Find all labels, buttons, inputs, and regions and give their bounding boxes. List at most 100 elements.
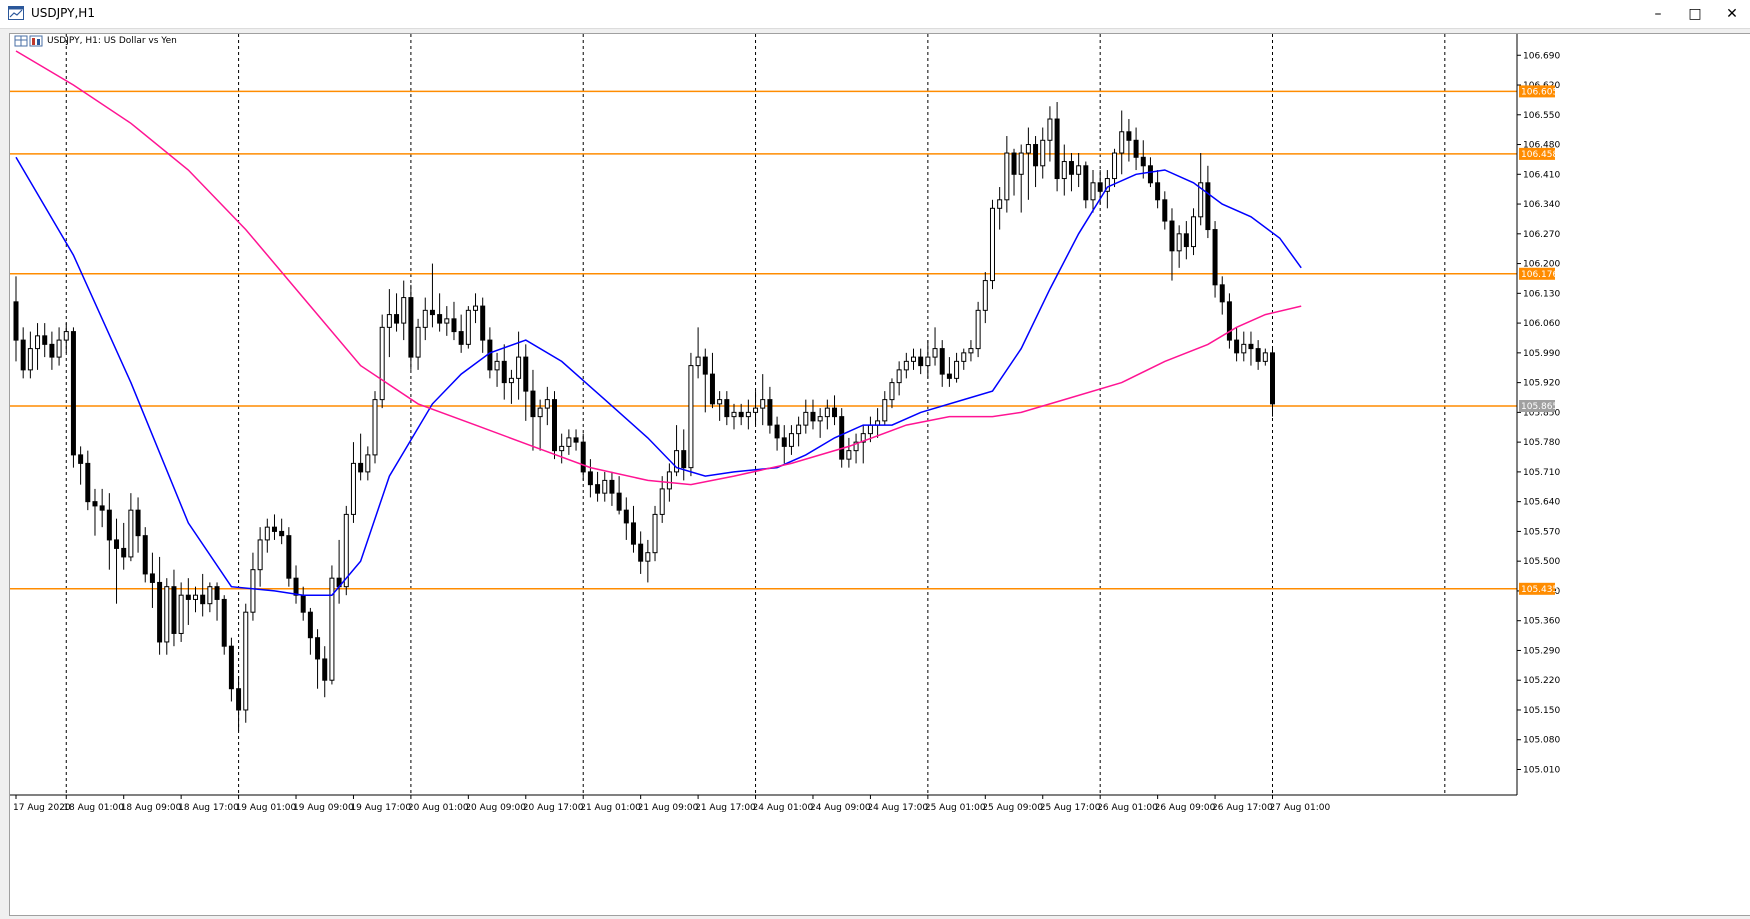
candle-body — [1219, 284, 1225, 303]
candle-body — [63, 331, 69, 341]
price-tag-background — [1519, 85, 1555, 98]
price-tick-label: 106.410 — [1523, 170, 1560, 180]
candle-body — [867, 424, 873, 435]
candle-body — [803, 411, 809, 426]
candle-body — [236, 688, 242, 711]
time-tick-label: 20 Aug 09:00 — [465, 803, 526, 813]
candle-body — [1212, 229, 1218, 286]
maximize-button[interactable]: □ — [1688, 6, 1702, 22]
candle-body — [896, 369, 902, 384]
candle-body — [839, 416, 845, 460]
candle-body — [1112, 152, 1118, 180]
candle-body — [480, 305, 486, 341]
candle-body — [616, 492, 622, 511]
candle-body — [544, 399, 550, 409]
candle-body — [688, 365, 694, 469]
candle-body — [1140, 156, 1146, 167]
candle-body — [566, 437, 572, 447]
price-tick-label: 105.080 — [1523, 736, 1560, 746]
chart-frame[interactable]: USDJPY, H1: US Dollar vs Yen 106.690 106.… — [9, 33, 1750, 916]
candle-body — [537, 407, 543, 418]
close-button[interactable]: ✕ — [1726, 6, 1738, 22]
candle-body — [128, 509, 134, 558]
price-tag-label: 106.176 — [1521, 270, 1558, 280]
candle-body — [228, 645, 234, 690]
candle-body — [307, 611, 313, 639]
time-tick-label: 25 Aug 09:00 — [982, 803, 1043, 813]
time-tick-label: 26 Aug 17:00 — [1212, 803, 1273, 813]
candle-body — [1076, 165, 1082, 175]
candle-body — [724, 399, 730, 418]
price-tag-background — [1519, 267, 1555, 280]
candle-body — [559, 445, 565, 452]
moving-average-line — [15, 50, 1302, 486]
candle-body — [1004, 152, 1010, 201]
candle-body — [92, 501, 98, 507]
candle-body — [580, 441, 586, 473]
candle-body — [810, 411, 816, 422]
candle-body — [501, 360, 507, 384]
candle-body — [1255, 348, 1261, 362]
price-tick-label: 105.780 — [1523, 438, 1560, 448]
window-titlebar: USDJPY,H1 – □ ✕ — [0, 0, 1750, 29]
price-tag-background — [1519, 147, 1555, 160]
candle-body — [343, 513, 349, 588]
minimize-button[interactable]: – — [1654, 6, 1662, 22]
candle-body — [1162, 199, 1168, 222]
time-tick-label: 25 Aug 01:00 — [925, 803, 986, 813]
candle-body — [1226, 301, 1232, 341]
price-tick-label: 105.990 — [1523, 349, 1560, 359]
candle-body — [473, 305, 479, 311]
candle-body — [573, 437, 579, 443]
candle-body — [1198, 182, 1204, 218]
price-chart[interactable]: USDJPY, H1: US Dollar vs Yen 106.690 106.… — [10, 34, 1750, 915]
price-tick-label: 105.360 — [1523, 617, 1560, 627]
candle-body — [365, 454, 371, 473]
candle-body — [257, 539, 263, 571]
candle-body — [1147, 165, 1153, 184]
candle-body — [932, 348, 938, 358]
price-tick-label: 106.340 — [1523, 200, 1560, 210]
candle-body — [630, 522, 636, 545]
candle-body — [70, 331, 76, 456]
price-tag-label: 106.458 — [1521, 150, 1558, 160]
candle-body — [422, 309, 428, 328]
time-tick-label: 19 Aug 17:00 — [350, 803, 411, 813]
candle-body — [817, 416, 823, 422]
candle-body — [1061, 161, 1067, 180]
price-tag-label: 105.865 — [1521, 402, 1558, 412]
candle-body — [516, 356, 522, 379]
time-tick-label: 17 Aug 2020 — [13, 803, 71, 813]
candle-body — [982, 280, 988, 311]
candle-body — [1234, 339, 1240, 354]
candle-body — [27, 348, 33, 371]
time-tick-label: 25 Aug 17:00 — [1040, 803, 1101, 813]
candle-body — [609, 479, 615, 494]
candle-body — [99, 505, 105, 511]
price-tick-label: 105.500 — [1523, 557, 1560, 567]
candle-body — [889, 382, 895, 401]
candle-body — [530, 390, 536, 418]
candle-body — [437, 314, 443, 324]
time-tick-label: 24 Aug 17:00 — [867, 803, 928, 813]
price-tick-label: 105.640 — [1523, 498, 1560, 508]
candle-body — [1033, 144, 1039, 167]
candle-body — [824, 407, 830, 418]
chart-header-icons — [14, 35, 43, 47]
candle-body — [961, 352, 967, 362]
candle-body — [1270, 352, 1275, 405]
price-tick-label: 105.850 — [1523, 408, 1560, 418]
time-tick-label: 21 Aug 17:00 — [695, 803, 756, 813]
candle-body — [214, 586, 220, 600]
candle-body — [681, 450, 687, 469]
candle-body — [279, 530, 285, 537]
candle-body — [42, 335, 48, 345]
candle-body — [1169, 220, 1175, 252]
candle-body — [1083, 165, 1089, 201]
candle-body — [114, 539, 120, 549]
candle-body — [946, 373, 952, 379]
candle-body — [925, 356, 931, 367]
candle-body — [652, 513, 658, 554]
candle-body — [760, 399, 766, 409]
